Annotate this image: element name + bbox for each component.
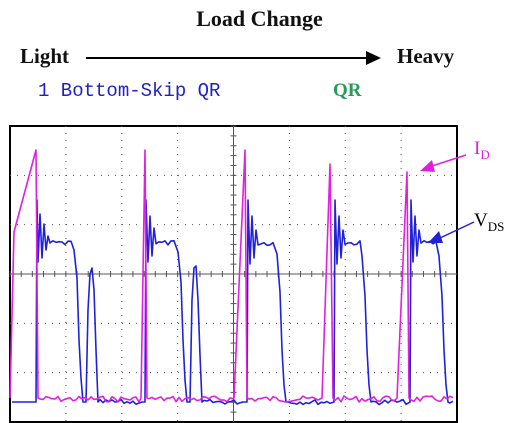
id-pointer-line xyxy=(431,154,467,167)
vds-pointer-line xyxy=(439,221,475,239)
heavy-label: Heavy xyxy=(397,44,455,68)
chart-title: Load Change xyxy=(196,6,323,31)
mode-label-bottom-skip: 1 Bottom-Skip QR xyxy=(38,80,221,102)
vds-label: VDS xyxy=(474,210,504,234)
light-label: Light xyxy=(20,44,70,68)
id-pointer-head xyxy=(420,160,435,172)
mode-label-qr: QR xyxy=(333,80,362,101)
load-arrow-head xyxy=(366,51,381,65)
load-change-arrow xyxy=(86,51,381,65)
scope-grid xyxy=(9,125,457,422)
id-trace xyxy=(9,149,454,403)
vds-pointer-head xyxy=(428,231,443,243)
vds-trace xyxy=(12,199,454,406)
id-label: ID xyxy=(474,138,490,162)
vds-label-group: VDS xyxy=(428,210,504,243)
id-label-group: ID xyxy=(420,138,490,172)
